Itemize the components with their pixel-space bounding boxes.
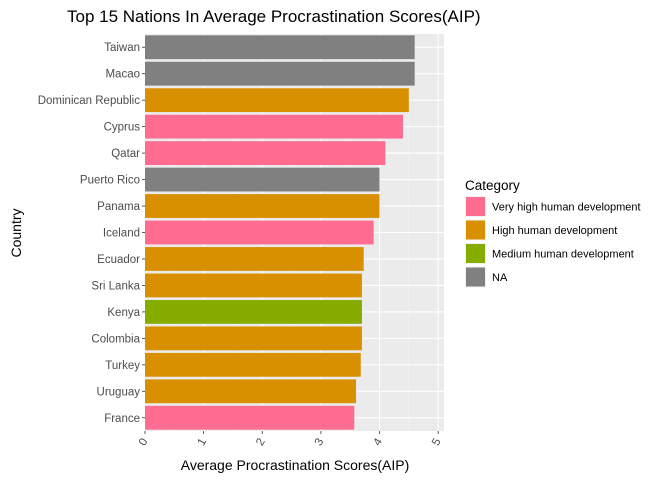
x-tick-label: 1 <box>196 437 210 449</box>
bar <box>145 35 415 60</box>
y-tick-label: Cyprus <box>104 122 141 134</box>
y-tick-label: Turkey <box>105 360 140 372</box>
legend-label: Medium human development <box>492 249 634 261</box>
x-tick-label: 0 <box>137 437 151 449</box>
legend-swatch <box>466 267 485 287</box>
plot-panel <box>144 34 444 431</box>
y-tick-label: Ecuador <box>97 254 140 266</box>
bar <box>145 194 380 218</box>
y-tick-labels: Taiwan Macao Dominican Republic Cyprus Qatar… <box>38 42 145 425</box>
y-tick-label: Taiwan <box>104 42 140 54</box>
y-tick-label: Sri Lanka <box>91 280 140 292</box>
legend-swatch <box>466 197 485 216</box>
bar <box>145 379 357 404</box>
bar <box>145 167 380 192</box>
bar <box>145 220 374 245</box>
y-tick-label: Uruguay <box>97 386 141 398</box>
bar <box>145 247 364 271</box>
y-tick-label: France <box>104 413 140 425</box>
legend: Category Very high human development High… <box>465 178 641 288</box>
y-tick-label: Kenya <box>107 307 140 319</box>
y-tick-label: Puerto Rico <box>80 175 140 187</box>
bar <box>145 299 362 324</box>
bar <box>145 273 362 298</box>
y-tick-label: Qatar <box>111 148 140 160</box>
y-tick-label: Colombia <box>91 333 140 345</box>
legend-label: NA <box>492 272 508 284</box>
x-tick-label: 5 <box>430 437 444 449</box>
x-tick-labels: 0 1 2 3 4 5 <box>137 431 444 448</box>
y-tick-label: Iceland <box>103 228 140 240</box>
y-axis-title: Country <box>8 208 24 257</box>
x-tick-label: 3 <box>313 437 327 449</box>
legend-title: Category <box>465 178 520 193</box>
bar <box>145 114 403 139</box>
legend-swatch <box>466 244 485 263</box>
legend-label: Very high human development <box>492 202 641 214</box>
y-tick-label: Macao <box>105 69 140 81</box>
y-tick-label: Panama <box>97 201 140 213</box>
y-tick-label: Dominican Republic <box>38 95 141 107</box>
bar <box>145 405 355 430</box>
bar <box>145 352 361 377</box>
x-tick-label: 4 <box>372 436 386 448</box>
bar <box>145 326 362 351</box>
bar <box>145 141 386 166</box>
legend-swatch <box>466 220 485 240</box>
bar <box>145 61 415 86</box>
chart-title: Top 15 Nations In Average Procrastinatio… <box>67 7 481 26</box>
legend-label: High human development <box>492 225 617 237</box>
x-axis-title: Average Procrastination Scores(AIP) <box>181 457 410 473</box>
x-tick-label: 2 <box>254 437 268 449</box>
bar <box>145 88 409 113</box>
